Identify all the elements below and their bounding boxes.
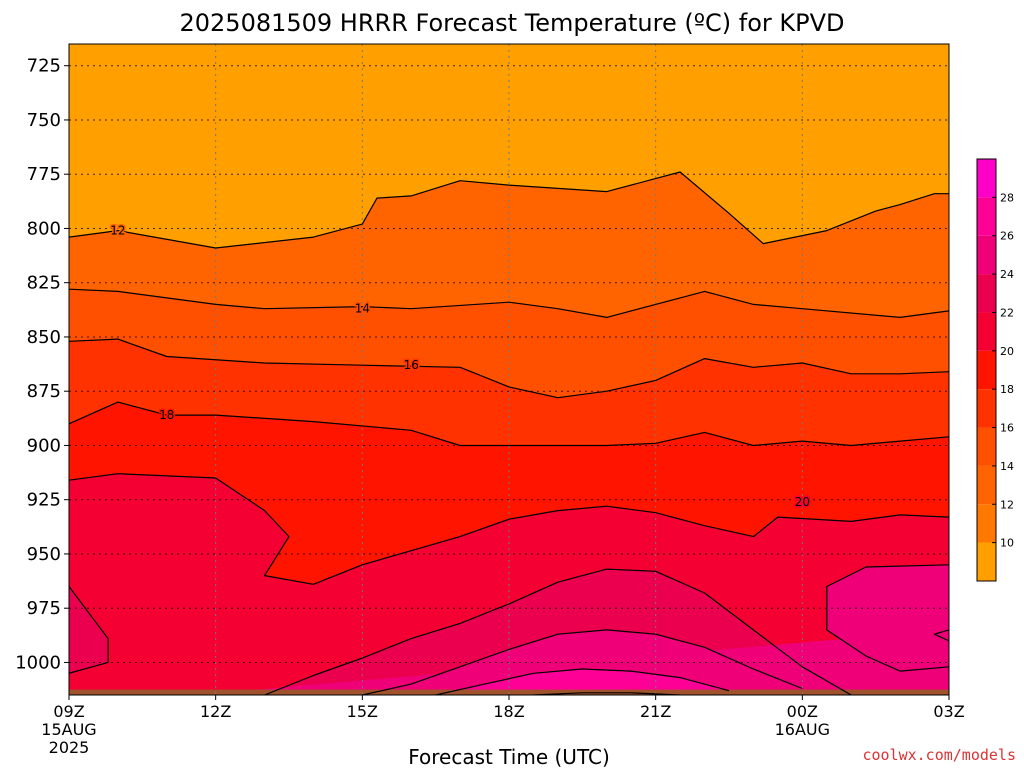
contour-label-16: 16 <box>404 358 419 372</box>
contour-line-24-9 <box>933 629 949 642</box>
y-tick-label-800: 800 <box>27 218 61 239</box>
colorbar-frame <box>976 158 997 582</box>
credit-link[interactable]: coolwx.com/models <box>862 746 1016 764</box>
colorbar-swatch-below <box>977 542 996 581</box>
chart-title: 2025081509 HRRR Forecast Temperature (ºC… <box>179 9 844 37</box>
contour-label-18: 18 <box>159 408 174 422</box>
grid-lines <box>69 44 949 695</box>
x-tick-label-03Z: 03Z <box>933 702 964 721</box>
colorbar-tick-label-14: 14 <box>1000 460 1014 473</box>
colorbar-tick-label-16: 16 <box>1000 422 1014 435</box>
y-tick-label-1000: 1000 <box>15 652 61 673</box>
colorbar-swatch-18 <box>977 350 996 390</box>
colorbar-tick-label-24: 24 <box>1000 268 1014 281</box>
contour-line-18-3 <box>69 401 949 447</box>
y-tick-label-950: 950 <box>27 544 61 565</box>
contour-label-14: 14 <box>355 302 370 316</box>
x-tick-label-18Z: 18Z <box>493 702 524 721</box>
contour-line-22-5 <box>69 586 109 674</box>
colorbar-tick-label-12: 12 <box>1000 498 1014 511</box>
colorbar-swatch-14 <box>977 427 996 466</box>
contour-line-16-2 <box>69 338 949 399</box>
colorbar-swatch-24 <box>977 235 996 275</box>
contour-line-24-7 <box>362 629 803 695</box>
x-tick-label-15Z: 15Z <box>347 702 378 721</box>
colorbar-swatch-16 <box>977 389 996 428</box>
contour-lines <box>69 171 949 695</box>
colorbar-tick-label-20: 20 <box>1000 345 1014 358</box>
contour-line-26-10 <box>435 668 730 695</box>
contour-label-12: 12 <box>110 224 125 238</box>
y-tick-label-975: 975 <box>27 598 61 619</box>
x-tick-year-09Z: 2025 <box>49 738 90 757</box>
x-tick-date-00Z: 16AUG <box>775 720 830 739</box>
colorbar-tick-label-22: 22 <box>1000 306 1014 319</box>
contour-line-14-1 <box>69 288 949 318</box>
contour-line-12-0 <box>69 171 949 249</box>
y-tick-label-750: 750 <box>27 110 61 131</box>
contour-line-24-8 <box>826 564 949 672</box>
colorbar-tick-label-10: 10 <box>1000 537 1014 550</box>
x-tick-label-09Z: 09Z <box>53 702 84 721</box>
x-axis-label: Forecast Time (UTC) <box>408 745 610 768</box>
contour-line-20-4 <box>69 473 949 585</box>
y-tick-label-775: 775 <box>27 164 61 185</box>
y-axis: 725 750 775 800 825 850 875 900 925 950 975 1000 <box>15 56 69 673</box>
colorbar-swatch-26 <box>977 197 996 236</box>
y-tick-label-875: 875 <box>27 381 61 402</box>
colorbar-swatch-28 <box>977 159 996 198</box>
fill-band-24-9 <box>194 629 949 695</box>
colorbar-tick-label-26: 26 <box>1000 230 1014 243</box>
fill-band-22-5 <box>69 586 109 674</box>
y-tick-label-825: 825 <box>27 273 61 294</box>
y-tick-label-925: 925 <box>27 490 61 511</box>
colorbar-tick-label-28: 28 <box>1000 191 1014 204</box>
contour-line-28-11 <box>533 692 681 695</box>
colorbar: 10 12 14 16 18 20 22 24 26 28 <box>976 158 1014 582</box>
y-tick-label-725: 725 <box>27 56 61 77</box>
colorbar-tick-label-18: 18 <box>1000 383 1014 396</box>
x-tick-date-09Z: 15AUG <box>41 720 96 739</box>
colorbar-swatch-20 <box>977 312 996 351</box>
x-tick-label-21Z: 21Z <box>640 702 671 721</box>
x-tick-label-00Z: 00Z <box>787 702 818 721</box>
y-tick-label-850: 850 <box>27 327 61 348</box>
y-tick-label-900: 900 <box>27 435 61 456</box>
contour-label-20: 20 <box>795 495 810 509</box>
colorbar-swatch-10 <box>977 504 996 543</box>
x-tick-label-12Z: 12Z <box>200 702 231 721</box>
contour-line-22-6 <box>264 568 852 695</box>
contour-labels: 12 14 16 18 20 <box>109 222 812 510</box>
colorbar-swatch-12 <box>977 465 996 505</box>
colorbar-swatch-22 <box>977 274 996 313</box>
